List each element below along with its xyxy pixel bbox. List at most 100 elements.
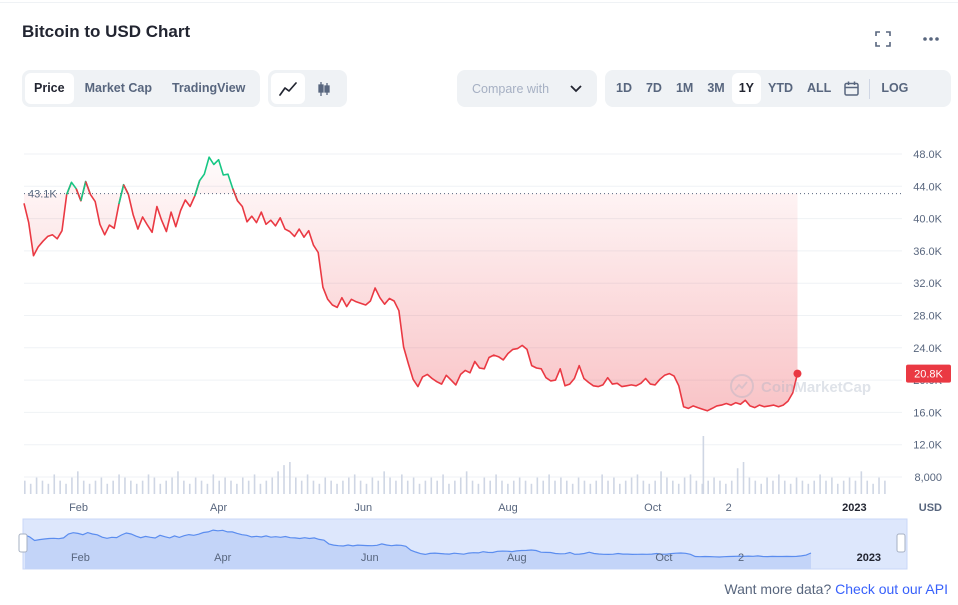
y-tick-label: 32.0K [913, 278, 942, 290]
volume-bar [389, 477, 391, 494]
volume-bar [94, 480, 97, 494]
volume-bar [35, 477, 38, 494]
current-price-label: 20.8K [914, 369, 943, 381]
volume-bar [71, 477, 73, 494]
volume-bar [524, 480, 527, 494]
volume-bar [730, 480, 733, 494]
top-divider [0, 2, 958, 3]
volume-bar [518, 477, 521, 494]
volume-bar [789, 483, 792, 494]
volume-bar [141, 480, 144, 494]
y-tick-label: 24.0K [913, 343, 942, 355]
volume-bar [713, 477, 715, 494]
volume-bar [554, 480, 556, 494]
volume-bar [819, 474, 821, 494]
volume-bar [884, 480, 886, 494]
volume-bar [253, 474, 256, 494]
candlestick-button[interactable] [307, 73, 341, 104]
volume-bar [654, 480, 656, 494]
volume-bar [418, 483, 421, 494]
volume-bar [112, 480, 114, 494]
volume-bar [471, 480, 474, 494]
volume-bar [772, 480, 774, 494]
volume-bar [118, 474, 120, 494]
price-line [23, 156, 799, 412]
navigator-tick-label: 2023 [857, 552, 881, 564]
range-3m[interactable]: 3M [707, 81, 725, 95]
volume-bar [459, 477, 462, 494]
volume-bar [801, 480, 804, 494]
tab-tradingview[interactable]: TradingView [171, 81, 246, 95]
volume-bar [277, 471, 279, 494]
volume-bars [24, 436, 886, 494]
volume-bar [778, 474, 780, 494]
volume-bar [177, 471, 179, 494]
volume-bar [77, 471, 79, 494]
volume-bar [702, 436, 705, 494]
compare-select[interactable]: Compare with [457, 70, 597, 107]
fullscreen-icon[interactable] [874, 30, 892, 48]
volume-bar [560, 477, 562, 494]
volume-bar [342, 480, 344, 494]
volume-bar [224, 477, 226, 494]
range-ytd[interactable]: YTD [768, 81, 794, 95]
volume-bar [371, 477, 374, 494]
volume-bar [854, 480, 857, 494]
price-line-down [232, 188, 799, 412]
volume-bar [82, 480, 85, 494]
more-dots-icon[interactable] [922, 30, 940, 48]
price-line-down [84, 181, 125, 236]
volume-bar [183, 480, 185, 494]
volume-bar [206, 483, 209, 494]
volume-bar [454, 480, 456, 494]
volume-bar [359, 480, 362, 494]
navigator-tick-label: Feb [71, 552, 90, 564]
volume-bar [872, 483, 874, 494]
volume-bar [383, 471, 385, 494]
volume-bar [29, 483, 32, 494]
volume-bar [377, 480, 380, 494]
volume-bar [483, 477, 486, 494]
range-navigator[interactable]: Feb Apr Jun Aug Oct 2 2023 [18, 518, 908, 570]
volume-bar [831, 477, 833, 494]
price-line-down [122, 180, 201, 234]
range-7d[interactable]: 7D [645, 81, 662, 95]
volume-bar [401, 474, 403, 494]
range-1y[interactable]: 1Y [731, 73, 762, 104]
y-tick-label: 16.0K [913, 407, 942, 419]
line-chart-icon [279, 81, 297, 96]
volume-bar [836, 483, 839, 494]
volume-bar [300, 480, 303, 494]
reference-label: 43.1K [28, 189, 57, 201]
reference-line: 43.1K [24, 189, 904, 201]
candlestick-icon [318, 81, 330, 96]
volume-bar [565, 480, 568, 494]
range-all[interactable]: ALL [807, 81, 832, 95]
x-axis: Feb Apr Jun Aug Oct 2 2023 [69, 502, 867, 514]
tab-market-cap[interactable]: Market Cap [84, 81, 152, 95]
volume-bar [683, 477, 686, 494]
volume-bar [595, 480, 598, 494]
navigator-handle-left[interactable] [18, 533, 28, 553]
volume-bar [512, 480, 515, 494]
price-line-up [194, 156, 239, 202]
volume-bar [878, 477, 880, 494]
volume-bar [624, 480, 627, 494]
log-toggle[interactable]: LOG [881, 81, 909, 95]
api-link[interactable]: Check out our API [835, 581, 948, 597]
range-1d[interactable]: 1D [616, 81, 632, 95]
volume-bar [194, 477, 197, 494]
y-tick-label: 28.0K [913, 311, 942, 323]
navigator-handle-right[interactable] [896, 533, 906, 553]
volume-bar [860, 471, 863, 494]
range-1m[interactable]: 1M [675, 81, 694, 95]
volume-bar [424, 480, 427, 494]
calendar-button[interactable] [838, 73, 865, 104]
volume-bar [442, 474, 444, 494]
tab-price[interactable]: Price [25, 73, 74, 104]
volume-bar [259, 483, 262, 494]
line-chart-button[interactable] [271, 73, 305, 104]
volume-bar [200, 480, 203, 494]
y-tick-label: 48.0K [913, 149, 942, 161]
